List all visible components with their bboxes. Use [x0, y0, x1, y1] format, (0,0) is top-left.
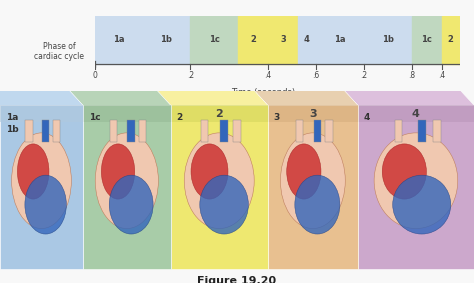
Bar — [83, 105, 171, 269]
Ellipse shape — [374, 133, 458, 229]
Ellipse shape — [295, 175, 340, 234]
Bar — [268, 105, 358, 122]
Text: 1b: 1b — [161, 35, 173, 44]
Text: Figure 19.20: Figure 19.20 — [198, 276, 276, 283]
Bar — [83, 105, 171, 122]
Bar — [418, 120, 426, 142]
Bar — [325, 120, 333, 142]
Bar — [95, 16, 143, 64]
Bar — [171, 105, 268, 269]
Text: 1c: 1c — [209, 35, 219, 44]
Text: 0: 0 — [92, 71, 97, 80]
Text: 4: 4 — [364, 113, 370, 122]
Ellipse shape — [200, 175, 248, 234]
Ellipse shape — [95, 133, 158, 229]
Ellipse shape — [18, 144, 49, 199]
Polygon shape — [147, 80, 268, 105]
Text: 2: 2 — [250, 35, 256, 44]
Bar — [220, 120, 228, 142]
Ellipse shape — [184, 133, 254, 229]
Ellipse shape — [109, 175, 153, 234]
Bar — [25, 120, 33, 142]
Bar — [171, 105, 268, 122]
Text: 2: 2 — [215, 109, 223, 119]
Bar — [433, 120, 441, 142]
Bar — [139, 120, 146, 142]
Text: 4: 4 — [412, 109, 420, 119]
Bar — [190, 16, 238, 64]
Bar — [441, 16, 460, 64]
Text: Time (seconds): Time (seconds) — [231, 88, 295, 97]
Ellipse shape — [287, 144, 321, 199]
Bar — [411, 16, 441, 64]
Ellipse shape — [11, 133, 71, 229]
Ellipse shape — [191, 144, 228, 199]
Text: .8: .8 — [408, 71, 415, 80]
Bar — [0, 105, 83, 269]
Text: .6: .6 — [312, 71, 320, 80]
Bar — [298, 16, 316, 64]
Polygon shape — [0, 80, 83, 105]
Bar — [143, 16, 190, 64]
Polygon shape — [244, 80, 358, 105]
Text: 1b: 1b — [6, 125, 18, 134]
Text: .2: .2 — [187, 71, 194, 80]
Bar — [238, 16, 268, 64]
Bar — [364, 16, 411, 64]
Bar — [0, 105, 83, 122]
Text: 3: 3 — [273, 113, 280, 122]
Ellipse shape — [382, 144, 427, 199]
Bar — [42, 120, 49, 142]
Text: 1b: 1b — [382, 35, 394, 44]
Text: 1c: 1c — [421, 35, 432, 44]
Bar — [358, 105, 474, 122]
Text: Phase of
cardiac cycle: Phase of cardiac cycle — [34, 42, 84, 61]
Text: 1a: 1a — [6, 113, 18, 122]
Bar — [233, 120, 240, 142]
Bar — [110, 120, 118, 142]
Text: .4: .4 — [438, 71, 445, 80]
Text: .2: .2 — [360, 71, 367, 80]
Text: 2: 2 — [448, 35, 454, 44]
Ellipse shape — [281, 133, 345, 229]
Text: 3: 3 — [280, 35, 286, 44]
Polygon shape — [334, 80, 474, 105]
Bar — [53, 120, 60, 142]
Bar — [201, 120, 209, 142]
Bar — [395, 120, 402, 142]
Polygon shape — [59, 80, 171, 105]
Ellipse shape — [392, 175, 451, 234]
Bar — [268, 105, 358, 269]
Bar — [313, 120, 321, 142]
Bar — [296, 120, 303, 142]
Bar — [128, 120, 135, 142]
Text: 1a: 1a — [334, 35, 346, 44]
Text: 3: 3 — [309, 109, 317, 119]
Text: 1c: 1c — [89, 113, 100, 122]
Ellipse shape — [101, 144, 135, 199]
Ellipse shape — [25, 175, 66, 234]
Bar — [358, 105, 474, 269]
Text: 1a: 1a — [113, 35, 125, 44]
Text: 4: 4 — [304, 35, 310, 44]
Bar — [268, 16, 298, 64]
Text: 2: 2 — [176, 113, 182, 122]
Bar — [316, 16, 364, 64]
Text: .4: .4 — [264, 71, 272, 80]
